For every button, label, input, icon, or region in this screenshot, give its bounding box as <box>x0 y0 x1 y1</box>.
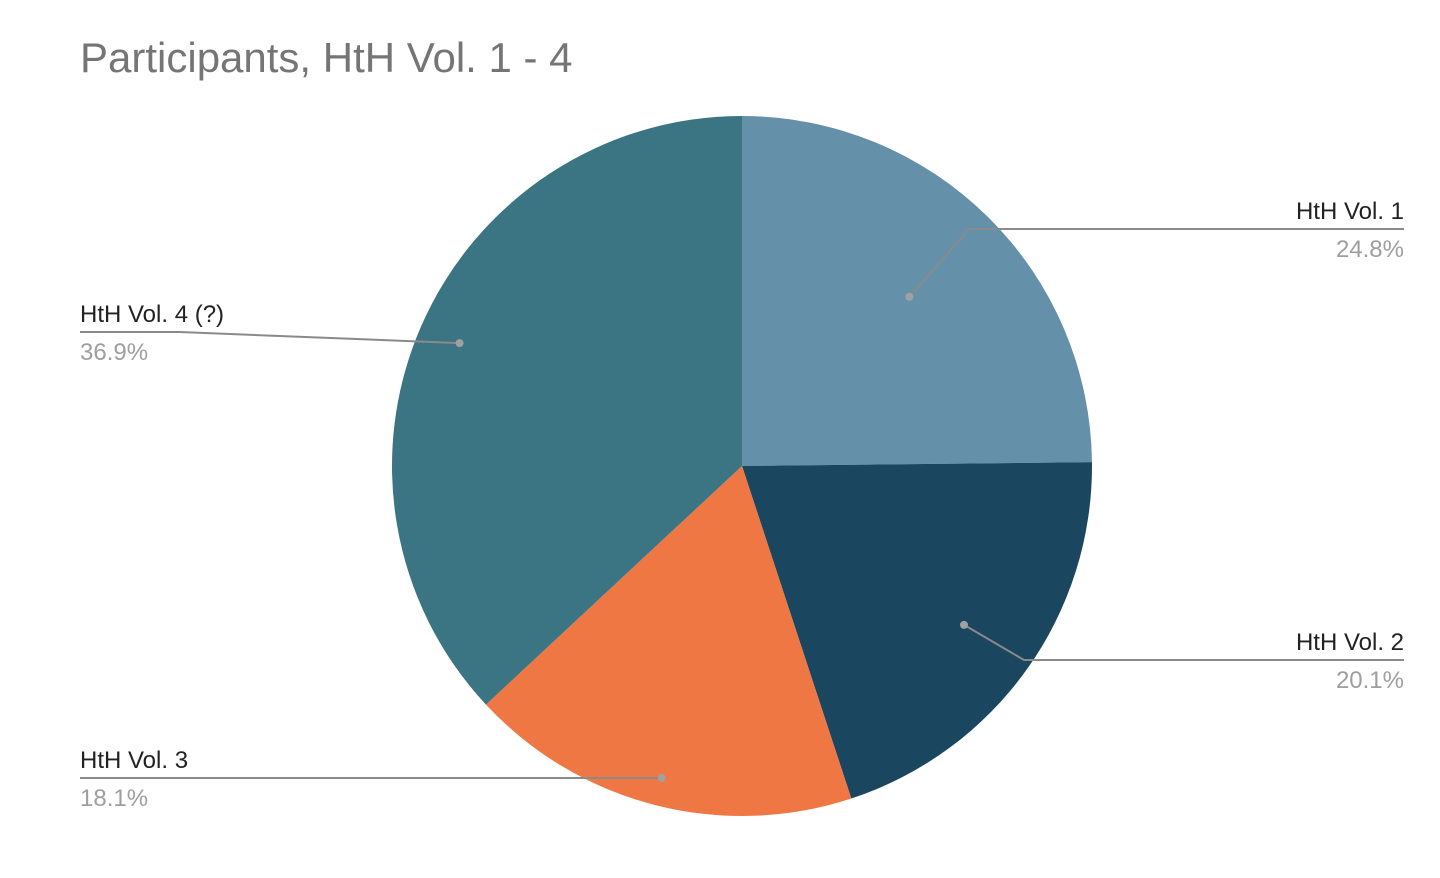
leader-line-hth-vol-2 <box>963 624 1404 661</box>
leader-line-hth-vol-1 <box>908 228 1404 298</box>
leader-dot-hth-vol-2 <box>960 620 969 629</box>
slice-value-hth-vol-3: 18.1% <box>80 785 148 812</box>
leader-dot-hth-vol-3 <box>657 774 666 782</box>
pie-slice-hth-vol-3[interactable] <box>485 466 852 817</box>
leader-dot-hth-vol-4 <box>455 339 464 348</box>
chart-title: Participants, HtH Vol. 1 - 4 <box>80 34 573 81</box>
pie-slice-hth-vol-1[interactable] <box>742 116 1092 466</box>
slice-label-hth-vol-1: HtH Vol. 1 <box>1296 198 1404 225</box>
slice-labels: HtH Vol. 1 24.8% HtH Vol. 2 20.1% HtH Vol. 3… <box>80 198 1404 812</box>
slice-label-hth-vol-3: HtH Vol. 3 <box>80 747 188 774</box>
pie-slice-hth-vol-2[interactable] <box>742 462 1092 799</box>
slice-value-hth-vol-1: 24.8% <box>1336 236 1404 263</box>
slice-label-hth-vol-2: HtH Vol. 2 <box>1296 629 1404 656</box>
slice-value-hth-vol-4: 36.9% <box>80 339 148 366</box>
slice-value-hth-vol-2: 20.1% <box>1336 667 1404 694</box>
pie-slice-hth-vol-4[interactable] <box>392 116 742 705</box>
leader-line-hth-vol-4 <box>80 331 460 345</box>
leader-lines <box>80 228 1404 782</box>
slice-label-hth-vol-4: HtH Vol. 4 (?) <box>80 301 224 328</box>
leader-dot-hth-vol-1 <box>905 292 914 301</box>
pie-slices <box>392 116 1092 817</box>
